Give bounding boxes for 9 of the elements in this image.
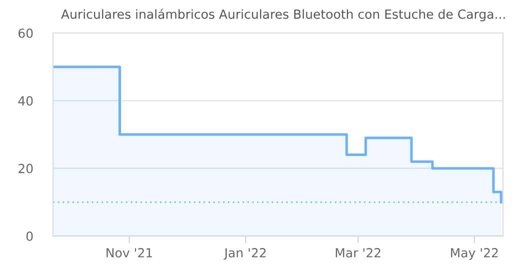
y-tick-label: 20: [18, 164, 33, 174]
x-tick-label: Nov '21: [106, 248, 152, 258]
x-tick-label: Jan '22: [224, 248, 266, 260]
x-tick-label: May '22: [451, 248, 498, 260]
y-tick-label: 60: [18, 28, 33, 38]
chart-title: Auriculares inalámbricos Auriculares Bluetooth con Estuche de Carga...: [61, 8, 505, 22]
y-tick-label: 0: [26, 231, 33, 241]
y-tick-label: 40: [18, 96, 33, 106]
x-tick-label: Mar '22: [336, 248, 380, 258]
